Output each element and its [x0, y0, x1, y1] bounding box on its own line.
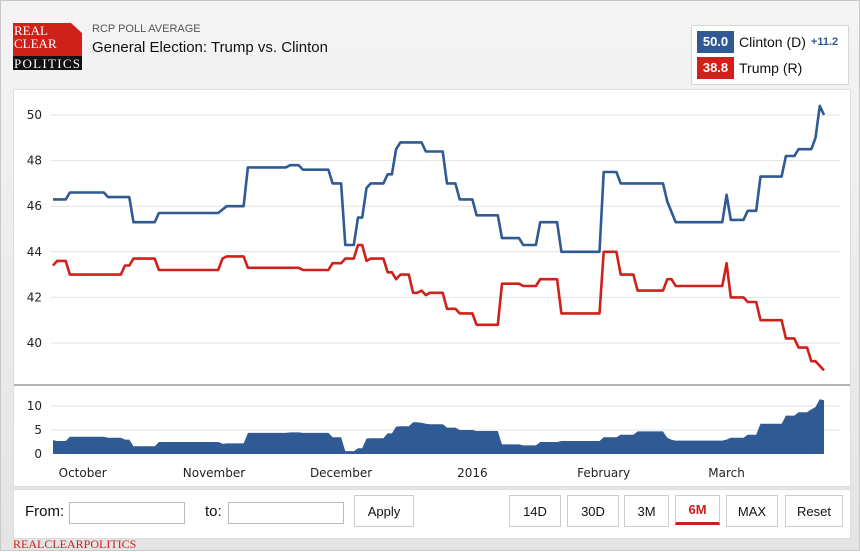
footer-brand[interactable]: REALCLEARPOLITICS — [13, 537, 137, 551]
from-label: From: — [25, 503, 65, 520]
series-line-clinton — [53, 104, 826, 254]
rcp-logo: REAL CLEAR POLITICS — [13, 23, 82, 70]
poll-chart[interactable]: 40 42 44 46 48 50 0 5 10 October November December 2… — [14, 90, 850, 486]
spread-y-tick-label: 10 — [27, 399, 42, 413]
legend-item-trump: 38.8 Trump (R) — [697, 57, 802, 79]
to-label: to: — [205, 503, 222, 520]
chart-area: 40 42 44 46 48 50 0 5 10 October November December 2… — [13, 89, 851, 487]
spread-value: +11.2 — [810, 36, 839, 48]
reset-button[interactable]: Reset — [785, 495, 843, 527]
y-tick-label: 46 — [27, 199, 42, 213]
spread-y-tick-label: 5 — [34, 423, 42, 437]
x-tick-label: October — [59, 466, 107, 480]
legend: 50.0 Clinton (D) +11.2 38.8 Trump (R) — [691, 25, 849, 85]
from-date-input[interactable] — [69, 502, 185, 524]
range-6m-button[interactable]: 6M — [675, 495, 720, 525]
y-tick-label: 42 — [27, 290, 42, 304]
trump-label: Trump (R) — [739, 60, 803, 76]
page-title: General Election: Trump vs. Clinton — [92, 39, 328, 56]
legend-item-clinton: 50.0 Clinton (D) +11.2 — [697, 31, 838, 53]
apply-button[interactable]: Apply — [354, 495, 414, 527]
spread-y-tick-label: 0 — [34, 447, 42, 461]
spread-area — [53, 399, 824, 454]
x-tick-label: 2016 — [457, 466, 488, 480]
svg-text:POLITICS: POLITICS — [14, 56, 80, 70]
svg-text:CLEAR: CLEAR — [14, 36, 57, 51]
series-line-trump — [52, 243, 825, 372]
range-max-button[interactable]: MAX — [726, 495, 778, 527]
x-tick-label: March — [708, 466, 745, 480]
y-tick-label: 44 — [27, 245, 42, 259]
y-tick-label: 40 — [27, 336, 42, 350]
x-tick-label: December — [310, 466, 372, 480]
y-tick-label: 48 — [27, 154, 42, 168]
date-controls: From: to: Apply 14D 30D 3M 6M MAX Reset — [13, 489, 851, 539]
y-tick-label: 50 — [27, 108, 42, 122]
kicker-label: RCP POLL AVERAGE — [92, 23, 201, 35]
svg-text:REAL: REAL — [14, 23, 48, 38]
range-30d-button[interactable]: 30D — [567, 495, 619, 527]
trump-value-badge: 38.8 — [697, 57, 734, 79]
x-tick-label: February — [577, 466, 630, 480]
to-date-input[interactable] — [228, 502, 344, 524]
range-14d-button[interactable]: 14D — [509, 495, 561, 527]
clinton-label: Clinton (D) — [739, 34, 806, 50]
range-3m-button[interactable]: 3M — [624, 495, 669, 527]
clinton-value-badge: 50.0 — [697, 31, 734, 53]
x-tick-label: November — [183, 466, 245, 480]
